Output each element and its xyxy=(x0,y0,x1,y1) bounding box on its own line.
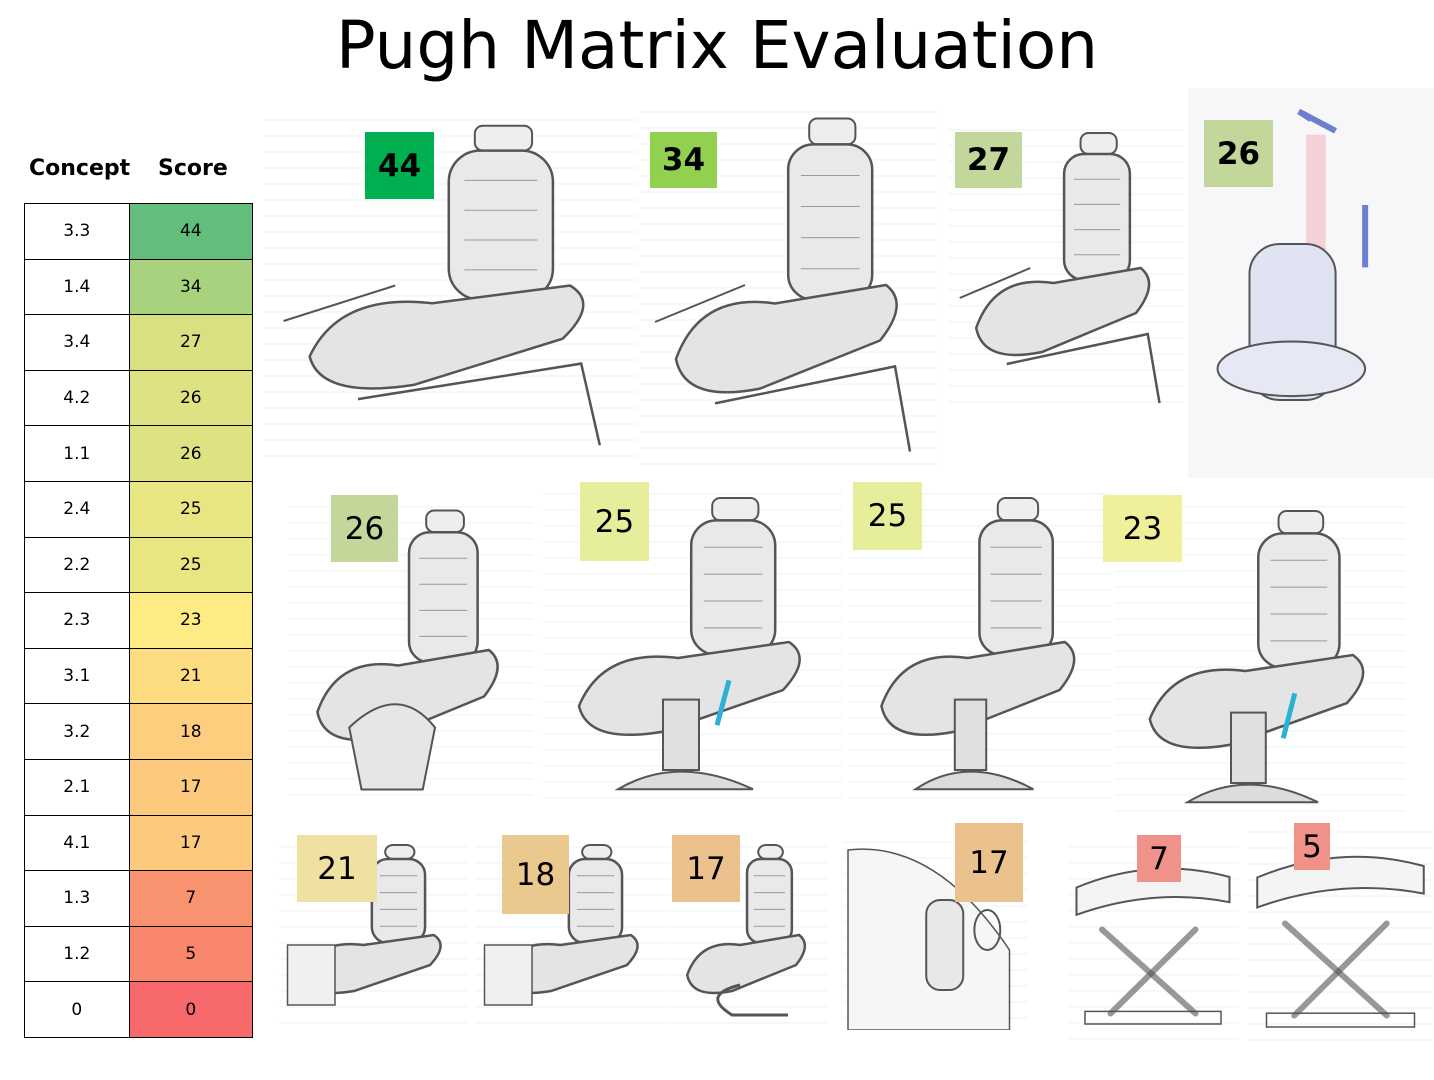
table-row: 1.4 34 xyxy=(24,258,254,316)
table-row: 3.3 44 xyxy=(24,203,254,260)
table-row: 2.1 17 xyxy=(24,758,254,816)
table-row: 2.4 25 xyxy=(24,480,254,538)
score-badge: 5 xyxy=(1294,823,1330,870)
table-row: 2.3 23 xyxy=(24,592,254,649)
concept-cell: 4.2 xyxy=(24,369,130,427)
score-cell: 26 xyxy=(128,425,254,482)
table-row: 1.2 5 xyxy=(24,925,254,983)
table-row: 3.2 18 xyxy=(24,703,254,760)
seat-sketch-image xyxy=(850,482,1112,802)
score-badge: 25 xyxy=(853,482,922,550)
score-badge: 17 xyxy=(955,823,1023,902)
table-row: 3.4 27 xyxy=(24,314,254,371)
seat-sketch-image xyxy=(475,835,665,1035)
score-badge: 18 xyxy=(502,835,569,914)
seat-drawing xyxy=(1115,506,1405,812)
seat-drawing xyxy=(948,129,1183,404)
seat-drawing xyxy=(278,844,468,1024)
concept-cell: 3.2 xyxy=(24,703,130,760)
score-table: 3.3 44 1.4 34 3.4 27 4.2 26 1.1 26 2.4 25 2.2 25 2.3 23… xyxy=(24,203,254,1038)
concept-cell: 2.4 xyxy=(24,480,130,538)
score-cell: 25 xyxy=(128,480,254,538)
seat-drawing xyxy=(640,111,940,465)
score-badge: 21 xyxy=(297,835,377,902)
seat-drawing xyxy=(288,506,533,796)
score-badge: 27 xyxy=(955,132,1022,188)
table-row: 2.2 25 xyxy=(24,536,254,594)
score-badge: 44 xyxy=(365,132,434,199)
score-badge: 26 xyxy=(1204,120,1273,187)
score-cell: 21 xyxy=(128,647,254,705)
score-cell: 17 xyxy=(128,758,254,816)
concept-cell: 2.3 xyxy=(24,592,130,649)
table-row: 3.1 21 xyxy=(24,647,254,705)
score-cell: 44 xyxy=(128,203,254,260)
score-cell: 25 xyxy=(128,536,254,594)
score-badge: 7 xyxy=(1137,835,1181,882)
seat-drawing xyxy=(1248,831,1433,1041)
seat-sketch-image xyxy=(948,118,1183,418)
seat-sketch-image xyxy=(543,482,843,802)
score-cell: 7 xyxy=(128,870,254,927)
table-row: 4.2 26 xyxy=(24,369,254,427)
score-cell: 27 xyxy=(128,314,254,371)
concept-cell: 1.3 xyxy=(24,870,130,927)
seat-drawing xyxy=(543,493,843,799)
concept-cell: 3.1 xyxy=(24,647,130,705)
seat-sketch-image xyxy=(843,830,1028,1031)
seat-sketch-image xyxy=(265,108,637,463)
concept-cell: 3.3 xyxy=(24,203,130,260)
seat-drawing xyxy=(265,119,637,457)
score-cell: 34 xyxy=(128,258,254,316)
concept-cell: 0 xyxy=(24,981,130,1038)
score-badge: 26 xyxy=(331,495,398,562)
page-title: Pugh Matrix Evaluation xyxy=(335,7,1099,84)
score-cell: 5 xyxy=(128,925,254,983)
score-cell: 26 xyxy=(128,369,254,427)
score-cell: 18 xyxy=(128,703,254,760)
seat-sketch-image xyxy=(1115,495,1405,815)
concept-cell: 2.2 xyxy=(24,536,130,594)
table-row: 4.1 17 xyxy=(24,814,254,872)
score-cell: 23 xyxy=(128,592,254,649)
table-row: 1.3 7 xyxy=(24,870,254,927)
score-column-header: Score xyxy=(158,156,228,181)
seat-sketch-image xyxy=(1248,820,1433,1050)
seat-drawing xyxy=(850,493,1112,799)
seat-drawing xyxy=(475,844,665,1024)
concept-cell: 3.4 xyxy=(24,314,130,371)
seat-sketch-image xyxy=(640,100,940,470)
concept-cell: 4.1 xyxy=(24,814,130,872)
score-badge: 23 xyxy=(1103,495,1182,562)
score-badge: 34 xyxy=(650,132,717,188)
score-badge: 25 xyxy=(580,482,649,561)
concept-cell: 1.4 xyxy=(24,258,130,316)
score-cell: 17 xyxy=(128,814,254,872)
concept-cell: 1.1 xyxy=(24,425,130,482)
score-badge: 17 xyxy=(672,835,740,902)
concept-cell: 2.1 xyxy=(24,758,130,816)
concept-column-header: Concept xyxy=(29,156,131,181)
concept-cell: 1.2 xyxy=(24,925,130,983)
score-cell: 0 xyxy=(128,981,254,1038)
seat-drawing xyxy=(843,841,1028,1031)
seat-sketch-image xyxy=(288,495,533,805)
table-row: 1.1 26 xyxy=(24,425,254,482)
seat-sketch-image xyxy=(278,835,468,1035)
